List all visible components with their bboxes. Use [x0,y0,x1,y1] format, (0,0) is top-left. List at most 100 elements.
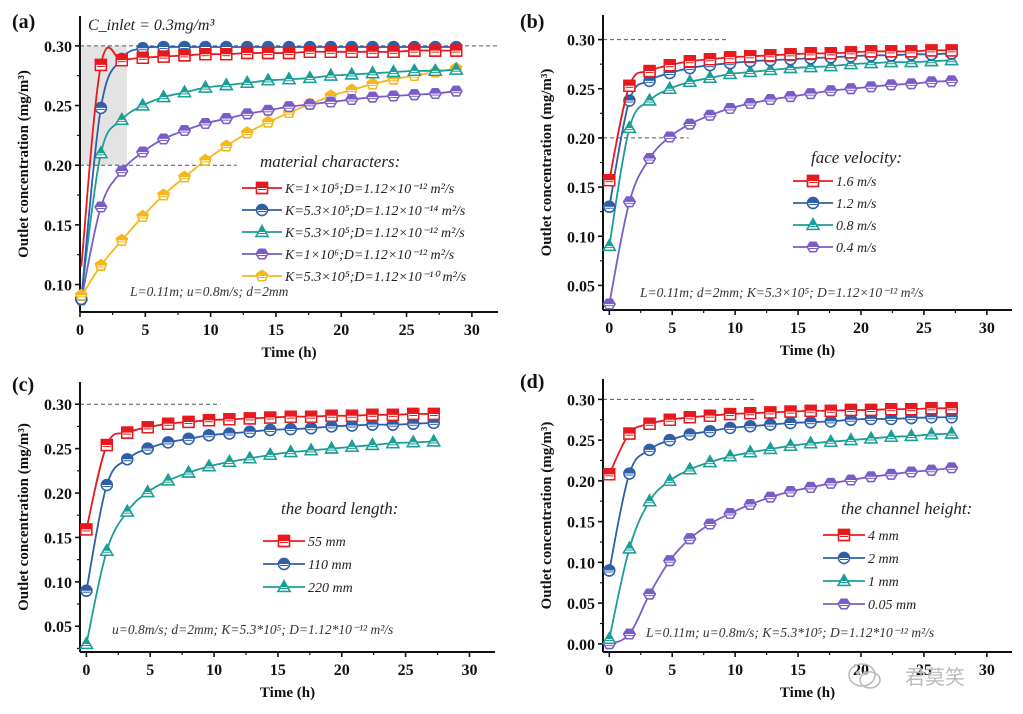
marker-outline [407,407,420,421]
y-tick-label: 0.20 [44,486,72,503]
y-tick-label: 0.20 [44,158,72,175]
y-tick-label: 0.15 [44,530,72,547]
data-point [427,407,440,421]
marker-outline [386,64,401,78]
marker-outline [177,84,192,98]
marker-outline [603,468,616,481]
marker-outline [242,450,258,464]
x-tick-label: 10 [727,320,743,337]
marker-fill [258,225,266,232]
marker-fill [95,259,107,266]
marker-outline [240,108,254,120]
legend-label: K=5.3×10⁵;D=1.12×10⁻¹⁴ m²/s [284,204,466,219]
legend-marker [255,248,269,260]
marker-outline [945,44,958,57]
legend-marker [805,217,821,231]
data-point [622,120,637,134]
marker-outline [255,181,269,195]
marker-fill [724,408,736,415]
marker-outline [282,106,296,119]
data-point [407,63,422,77]
data-point [201,458,217,472]
x-tick-label: 5 [146,662,154,679]
legend-marker [806,196,820,210]
marker-outline [304,410,318,423]
marker-outline [804,88,818,100]
marker-fill [684,55,696,62]
data-point [429,44,442,57]
data-point [344,439,360,452]
legend-item: 110 mm [263,557,352,573]
marker-outline [428,63,443,77]
marker-outline [344,66,359,80]
data-point [408,44,421,57]
data-point [323,67,339,81]
data-point [199,47,212,61]
data-point [325,409,338,422]
data-point [643,64,656,78]
data-point [702,454,718,468]
marker-fill [746,446,754,453]
marker-outline [904,428,919,442]
legend-marker [836,573,852,587]
marker-fill [162,418,174,424]
legend-item: 1.2 m/s [793,196,877,212]
data-point [407,407,420,421]
marker-outline [784,405,797,418]
data-point [603,200,616,213]
data-point [703,409,717,422]
marker-outline [100,478,114,492]
data-point [843,56,859,70]
marker-outline [623,94,636,107]
marker-fill [348,440,356,447]
marker-fill [199,48,211,55]
marker-fill [164,474,172,481]
marker-outline [426,433,441,447]
marker-outline [277,557,291,571]
data-point [94,58,108,72]
marker-fill [845,46,857,53]
marker-outline [136,146,150,158]
marker-fill [686,463,694,470]
data-point [449,85,463,97]
y-tick-label: 0.15 [44,218,72,235]
marker-outline [264,411,277,424]
marker-outline [201,458,217,472]
data-point [366,77,379,90]
marker-fill [786,439,795,446]
marker-outline [723,407,737,421]
marker-outline [663,131,677,143]
data-point [345,409,359,422]
data-point [945,402,958,415]
parameters-annotation: u=0.8m/s; d=2mm; K=5.3*10⁵; D=1.12*10⁻¹²… [112,622,393,637]
series-1 [80,416,440,597]
data-point [304,410,318,423]
data-point [345,94,359,106]
marker-fill [179,49,190,56]
marker-outline [284,422,297,436]
data-point [662,81,677,94]
marker-outline [682,461,698,475]
data-point [824,47,837,60]
x-tick-label: 0 [82,662,90,679]
marker-fill [948,427,956,434]
marker-outline [945,402,958,415]
marker-outline [823,433,839,447]
marker-fill [304,46,316,52]
marker-fill [243,76,251,83]
marker-outline [702,454,718,468]
marker-fill [605,239,613,247]
marker-outline [366,77,379,90]
marker-outline [723,421,737,435]
data-point [784,48,797,61]
legend-label: K=1×10⁵;D=1.12×10⁻¹² m²/s [284,182,455,197]
data-point [804,481,818,493]
marker-outline [157,50,170,63]
marker-outline [783,486,798,497]
data-point [219,139,233,152]
legend-label: 2 mm [868,552,899,567]
data-point [219,113,233,125]
marker-fill [305,411,317,417]
marker-outline [156,89,171,103]
marker-outline [141,421,154,434]
